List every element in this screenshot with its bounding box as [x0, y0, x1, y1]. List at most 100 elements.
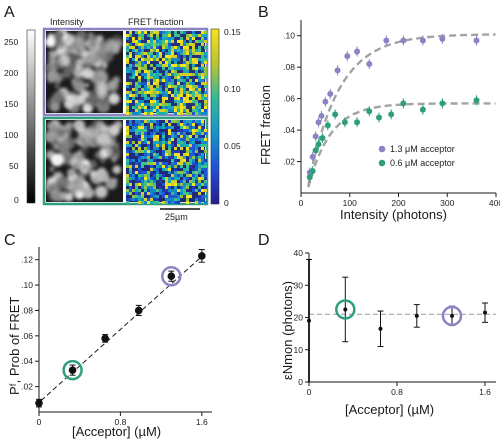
fret-pixel [162, 79, 165, 82]
fret-pixel [183, 67, 186, 70]
fret-pixel [153, 88, 156, 91]
scale-bar-label: 25µm [165, 212, 188, 222]
fret-pixel [180, 109, 183, 112]
fret-pixel [177, 162, 180, 165]
fret-pixel [195, 201, 198, 204]
fret-pixel [141, 73, 144, 76]
fret-pixel [183, 79, 186, 82]
fret-pixel [177, 67, 180, 70]
fret-pixel [192, 46, 195, 49]
c-x-tick-label: 0.8 [114, 417, 126, 427]
fret-pixel [180, 132, 183, 135]
fret-pixel [195, 49, 198, 52]
intensity-blob [108, 42, 120, 55]
fret-pixel [183, 31, 186, 34]
fret-pixel [159, 88, 162, 91]
fret-pixel [135, 165, 138, 168]
fret-pixel [132, 177, 135, 180]
fret-pixel [138, 147, 141, 150]
fret-pixel [195, 150, 198, 153]
fret-pixel [141, 88, 144, 91]
fret-pixel [138, 168, 141, 171]
fret-pixel [198, 189, 201, 192]
d-point [307, 318, 311, 323]
fret-pixel [150, 123, 153, 126]
fret-pixel [156, 79, 159, 82]
fret-pixel [195, 85, 198, 88]
fret-pixel [150, 198, 153, 201]
grayscale-colorbar [26, 29, 36, 204]
fret-pixel [147, 73, 150, 76]
fret-pixel [150, 192, 153, 195]
fret-pixel [189, 82, 192, 85]
fret-pixel [183, 159, 186, 162]
fret-pixel [162, 141, 165, 144]
fret-pixel [162, 153, 165, 156]
fret-pixel [186, 153, 189, 156]
fret-pixel [138, 31, 141, 34]
fret-pixel [204, 40, 207, 43]
fret-pixel [204, 73, 207, 76]
fret-pixel [150, 100, 153, 103]
fret-colorbar [210, 28, 220, 205]
fret-pixel [171, 180, 174, 183]
fret-pixel [168, 120, 171, 123]
fret-pixel [156, 156, 159, 159]
fret-pixel [153, 138, 156, 141]
b-point [324, 122, 331, 129]
fret-pixel [186, 61, 189, 64]
intensity-blob [105, 177, 118, 190]
fret-pixel [165, 31, 168, 34]
fret-pixel [144, 129, 147, 132]
fret-pixel [153, 58, 156, 61]
fret-pixel [147, 192, 150, 195]
fret-pixel [162, 91, 165, 94]
fret-pixel [153, 120, 156, 123]
fret-pixel [144, 58, 147, 61]
fret-pixel [192, 120, 195, 123]
fret-pixel [189, 192, 192, 195]
d-y-tick-label: 40 [294, 248, 304, 258]
fret-pixel [165, 201, 168, 204]
fret-pixel [138, 132, 141, 135]
fret-pixel [177, 141, 180, 144]
fret-pixel [168, 144, 171, 147]
fret-pixel [150, 58, 153, 61]
fret-pixel [162, 97, 165, 100]
col-title-fret-fraction: FRET fraction [128, 17, 183, 27]
fret-pixel [165, 150, 168, 153]
fret-pixel [147, 70, 150, 73]
fret-pixel [204, 150, 207, 153]
fret-pixel [129, 76, 132, 79]
color-tick-010: 0.10 [224, 84, 241, 94]
fret-pixel [186, 201, 189, 204]
b-points [306, 33, 480, 183]
fret-pixel [156, 49, 159, 52]
fret-pixel [141, 91, 144, 94]
intensity-blob [102, 51, 114, 63]
fret-pixel [168, 192, 171, 195]
fret-pixel [147, 147, 150, 150]
intensity-blob [57, 128, 66, 137]
panel-letter-a: A [4, 4, 15, 21]
fret-pixel [141, 138, 144, 141]
fret-pixel [162, 162, 165, 165]
fret-pixel [138, 100, 141, 103]
fret-pixel [156, 82, 159, 85]
fret-pixel [198, 177, 201, 180]
fret-pixel [147, 46, 150, 49]
fret-pixel [159, 109, 162, 112]
fret-pixel [174, 153, 177, 156]
fret-pixel [189, 165, 192, 168]
fret-pixel [174, 186, 177, 189]
fret-pixel [159, 91, 162, 94]
fret-pixel [189, 52, 192, 55]
fret-pixel [162, 31, 165, 34]
fret-pixel [180, 195, 183, 198]
b-point [473, 97, 480, 104]
fret-pixel [129, 120, 132, 123]
fret-pixel [162, 34, 165, 37]
fret-pixel [147, 103, 150, 106]
fret-pixel [180, 183, 183, 186]
panel-b: B 0 100 200 300 400 .02 .04 .06 .08 .10 Intensity… [258, 4, 500, 222]
